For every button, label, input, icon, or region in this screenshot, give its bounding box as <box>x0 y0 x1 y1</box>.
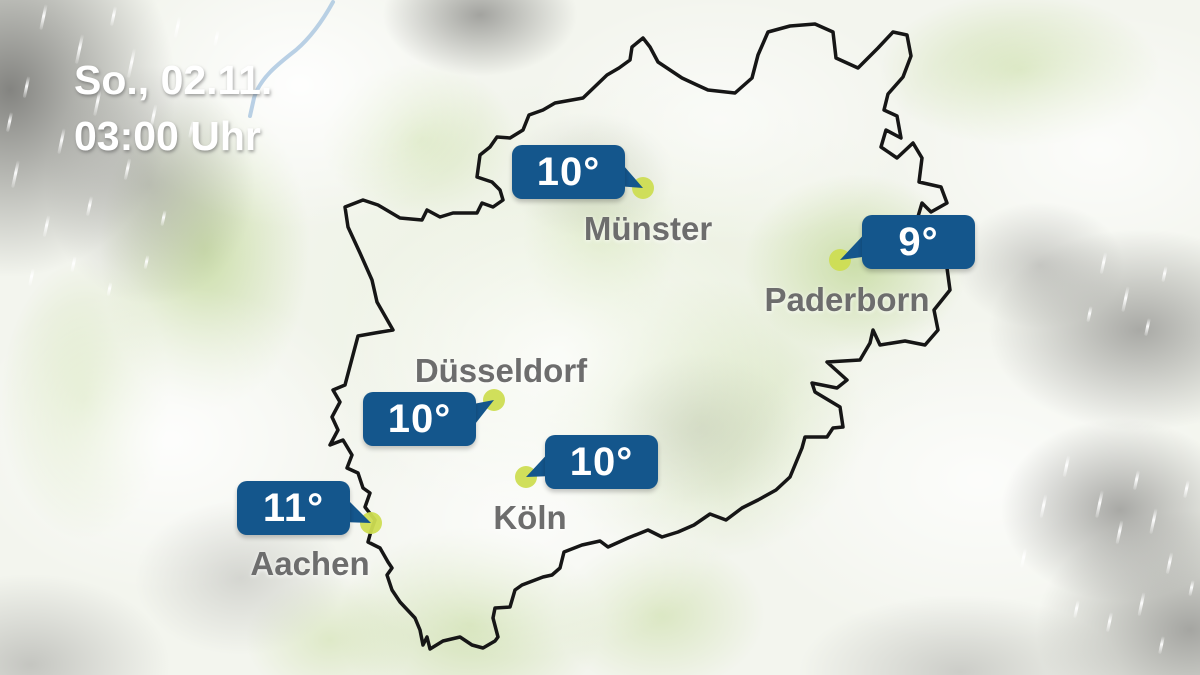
timestamp-time: 03:00 Uhr <box>74 113 261 159</box>
timestamp-date: So., 02.11. <box>74 57 273 103</box>
badge-pointer <box>617 158 643 188</box>
nrw-border-outline <box>328 22 952 651</box>
river-line <box>248 0 335 118</box>
timestamp: So., 02.11. 03:00 Uhr <box>74 52 272 164</box>
